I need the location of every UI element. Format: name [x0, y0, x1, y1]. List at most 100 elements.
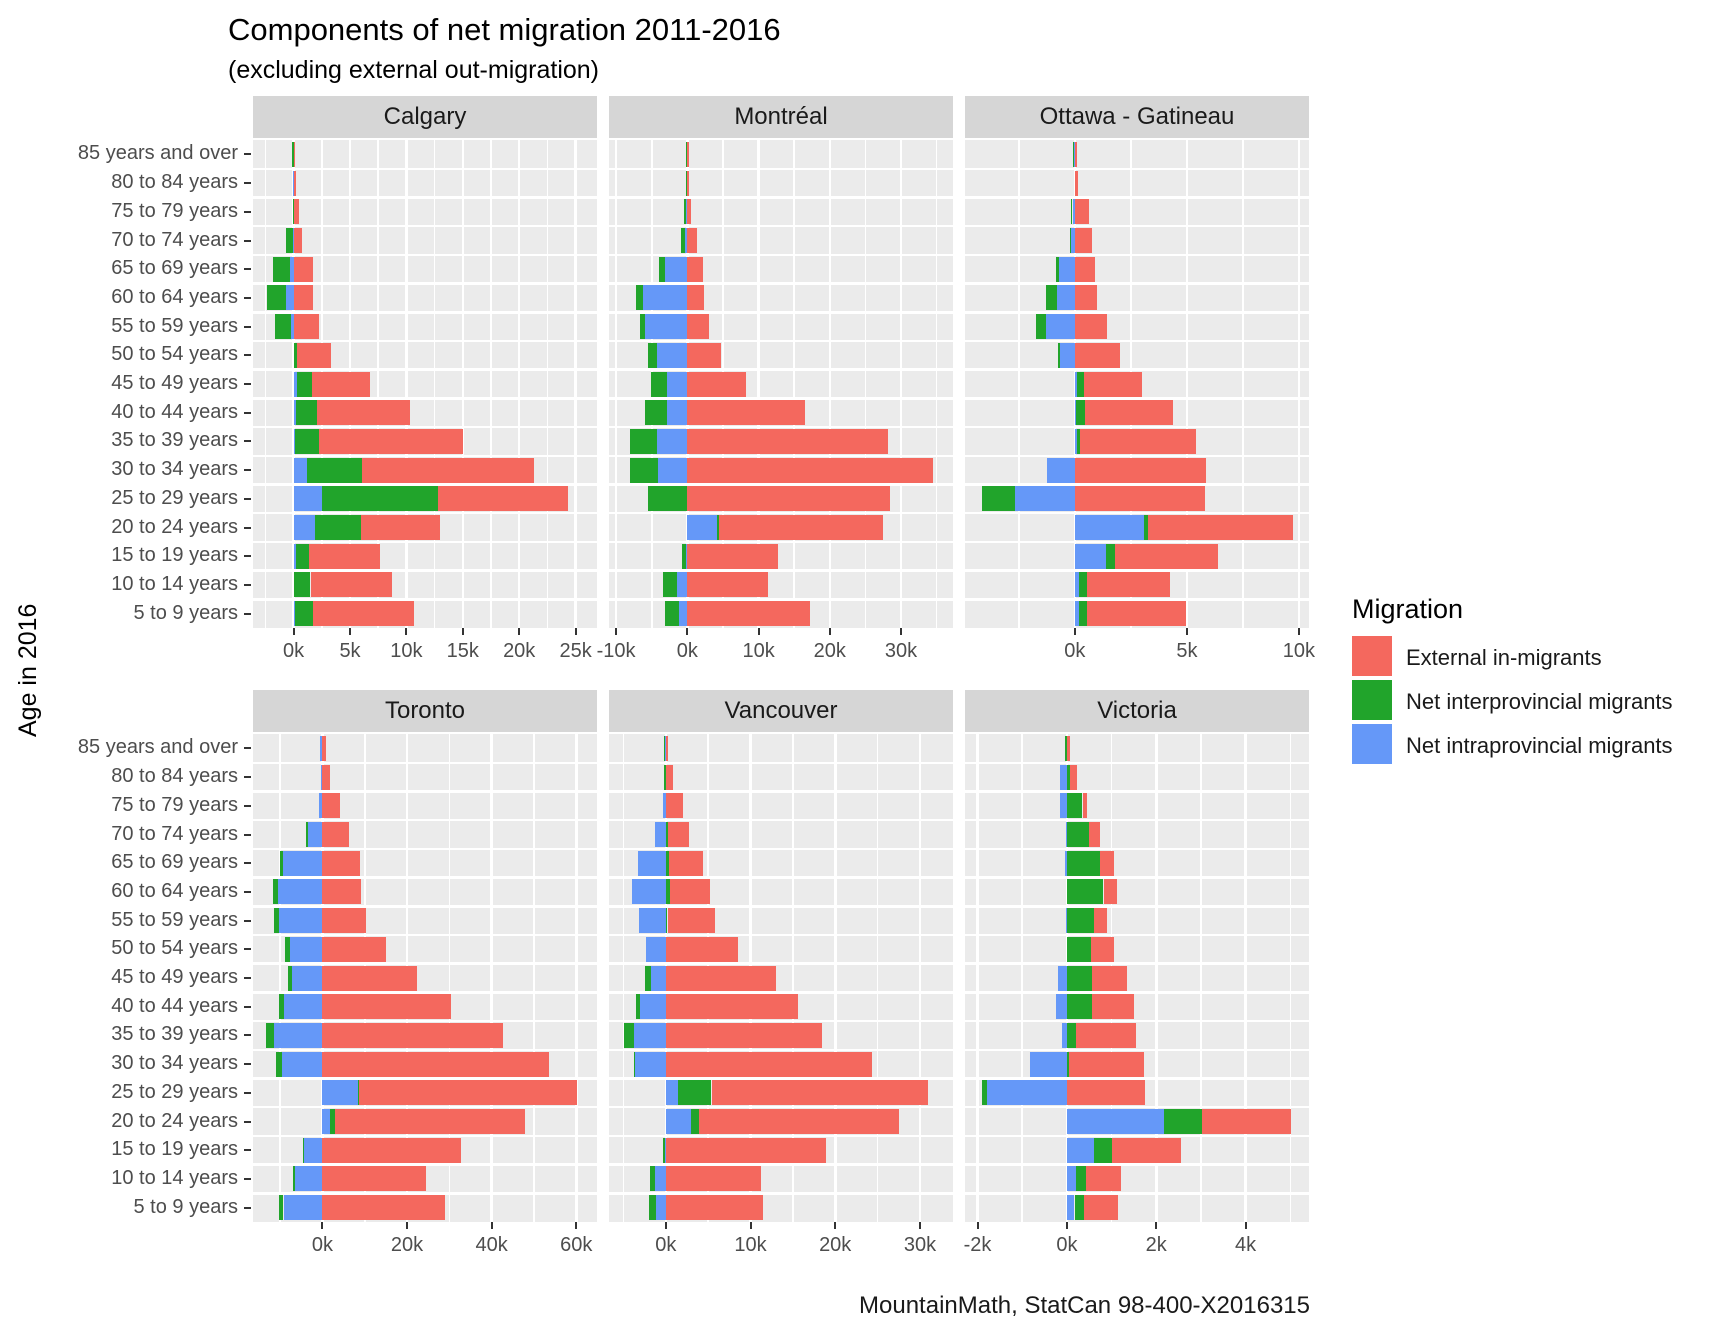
gridline-horizontal — [253, 876, 597, 879]
x-axis-tick — [919, 1222, 921, 1229]
bar-segment-external — [1082, 793, 1087, 819]
bar-segment-external — [687, 170, 690, 196]
y-axis-tick — [244, 440, 251, 443]
bar-segment-interprovincial — [681, 228, 686, 253]
bar-segment-interprovincial — [644, 400, 668, 426]
x-axis-tick — [405, 628, 408, 635]
bar-segment-external — [1087, 601, 1186, 627]
age-tick-label: 70 to 74 years — [111, 822, 238, 845]
gridline-horizontal — [965, 253, 1309, 257]
bar-segment-interprovincial — [1070, 228, 1072, 253]
legend-label: Net intraprovincial migrants — [1406, 733, 1673, 758]
gridline-horizontal — [253, 540, 597, 544]
gridline-minor — [1021, 734, 1023, 1222]
gridline-horizontal — [609, 598, 953, 601]
bar-segment-external — [665, 1137, 826, 1163]
bar-segment-intraprovincial — [293, 457, 308, 483]
legend-label: Net interprovincial migrants — [1406, 689, 1673, 714]
gridline-horizontal — [253, 1105, 597, 1109]
bar-segment-interprovincial — [662, 1137, 666, 1163]
y-axis-tick — [244, 862, 251, 865]
bar-segment-intraprovincial — [290, 936, 323, 962]
gridline-horizontal — [965, 454, 1309, 457]
bar-segment-intraprovincial — [685, 228, 688, 253]
x-tick-label: -2k — [963, 1234, 992, 1256]
gridline-major — [976, 734, 979, 1222]
legend-swatch — [1352, 636, 1392, 676]
gridline-major — [490, 734, 493, 1222]
x-tick-label: 0k — [655, 1234, 677, 1256]
gridline-horizontal — [965, 196, 1309, 199]
gridline-horizontal — [609, 282, 953, 285]
x-tick-label: 0k — [1064, 640, 1086, 662]
gridline-horizontal — [609, 876, 953, 879]
bar-segment-interprovincial — [1066, 822, 1090, 847]
y-axis-tick — [244, 890, 251, 893]
x-tick-label: 60k — [560, 1234, 593, 1256]
facet-title: Victoria — [1097, 697, 1177, 724]
x-axis-tick — [461, 628, 464, 635]
bar-segment-external — [687, 199, 692, 225]
bar-segment-intraprovincial — [1058, 965, 1067, 991]
facet-strip: Ottawa - Gatineau — [965, 96, 1309, 138]
bar-segment-external — [1074, 314, 1108, 340]
gridline-horizontal — [253, 511, 597, 515]
bar-segment-external — [293, 256, 313, 282]
gridline-minor — [533, 734, 535, 1222]
bar-segment-intraprovincial — [1074, 543, 1107, 569]
bar-segment-external — [687, 256, 703, 282]
bar-segment-external — [1069, 1051, 1145, 1077]
bar-segment-interprovincial — [663, 764, 666, 790]
gridline-horizontal — [609, 1048, 953, 1051]
bar-segment-external — [1103, 879, 1117, 905]
y-axis-tick — [244, 948, 251, 951]
bar-segment-interprovincial — [295, 543, 310, 569]
gridline-horizontal — [965, 511, 1309, 515]
bar-segment-interprovincial — [682, 543, 686, 569]
bar-segment-intraprovincial — [1074, 400, 1076, 426]
bar-segment-intraprovincial — [1072, 199, 1075, 225]
age-tick-label: 15 to 19 years — [111, 1138, 238, 1161]
gridline-horizontal — [609, 167, 953, 170]
y-axis-tick — [244, 1005, 251, 1008]
gridline-horizontal — [965, 282, 1309, 285]
age-tick-label: 80 to 84 years — [111, 765, 238, 788]
gridline-major — [405, 140, 408, 628]
gridline-horizontal — [965, 818, 1309, 822]
chart-subtitle: (excluding external out-migration) — [228, 56, 600, 84]
bar-segment-intraprovincial — [1015, 486, 1075, 512]
gridline-horizontal — [965, 1105, 1309, 1109]
bar-segment-external — [335, 1109, 526, 1134]
bar-segment-external — [310, 572, 392, 598]
bar-segment-interprovincial — [295, 428, 319, 454]
x-tick-label: 40k — [475, 1234, 508, 1256]
facet-strip: Victoria — [965, 690, 1309, 732]
gridline-major — [1185, 140, 1189, 628]
x-axis-tick — [490, 1222, 493, 1229]
facet-panel — [965, 734, 1309, 1222]
bar-segment-external — [1085, 1166, 1122, 1192]
age-tick-label: 75 to 79 years — [111, 199, 238, 222]
bar-segment-intraprovincial — [294, 1166, 323, 1192]
gridline-horizontal — [253, 1048, 597, 1051]
bar-segment-interprovincial — [265, 1022, 275, 1048]
x-tick-label: 20k — [390, 1234, 424, 1256]
gridline-horizontal — [253, 311, 597, 314]
bar-segment-interprovincial — [677, 1080, 712, 1106]
bar-segment-intraprovincial — [1030, 1051, 1067, 1077]
bar-segment-intraprovincial — [664, 735, 666, 761]
gridline-horizontal — [965, 761, 1309, 764]
facet-title: Ottawa - Gatineau — [1039, 103, 1235, 130]
bar-segment-external — [1074, 228, 1092, 253]
bar-segment-interprovincial — [1074, 1195, 1085, 1221]
age-tick-label: 25 to 29 years — [111, 486, 238, 509]
bar-segment-external — [1092, 994, 1134, 1020]
bar-segment-external — [687, 228, 697, 253]
y-axis-tick — [244, 354, 251, 357]
bar-segment-intraprovincial — [665, 1109, 692, 1134]
gridline-horizontal — [609, 368, 953, 371]
bar-segment-external — [1074, 199, 1090, 225]
x-tick-label: 30k — [903, 1234, 937, 1256]
gridline-horizontal — [253, 790, 597, 793]
